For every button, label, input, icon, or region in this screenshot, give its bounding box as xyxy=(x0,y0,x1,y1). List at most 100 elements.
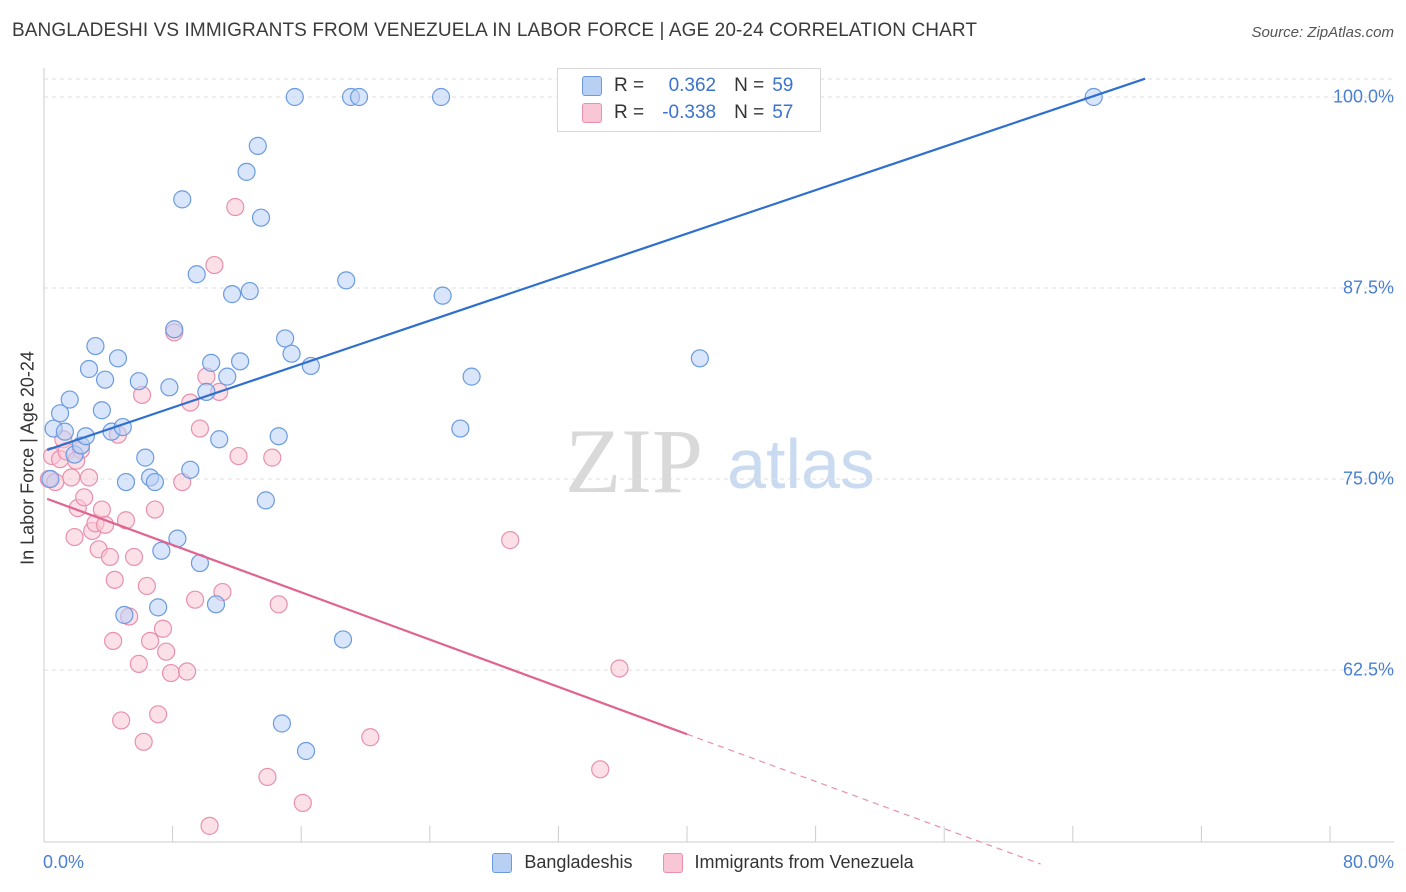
data-point xyxy=(237,162,256,181)
data-point xyxy=(95,370,115,389)
y-axis-label: In Labor Force | Age 20-24 xyxy=(17,351,38,565)
data-point xyxy=(433,286,452,305)
data-point xyxy=(104,631,123,651)
y-tick-label: 87.5% xyxy=(1342,277,1394,298)
data-point xyxy=(149,705,168,724)
data-point xyxy=(263,448,282,467)
data-point xyxy=(231,352,250,371)
data-point xyxy=(86,336,105,356)
data-point xyxy=(197,382,216,402)
x-tick-label: 0.0% xyxy=(43,852,85,872)
data-point xyxy=(100,547,120,567)
data-point xyxy=(153,619,173,638)
data-point xyxy=(451,419,470,438)
data-point xyxy=(60,390,79,409)
y-tick-label: 62.5% xyxy=(1342,659,1394,680)
data-point xyxy=(229,446,248,466)
data-point xyxy=(296,741,316,761)
legend-label: Bangladeshis xyxy=(524,852,633,872)
n-value: 59 xyxy=(772,75,794,96)
data-point xyxy=(248,136,267,155)
series-bangladeshis xyxy=(41,87,1103,761)
data-point xyxy=(165,320,184,339)
data-point xyxy=(205,255,224,275)
data-point xyxy=(92,500,111,519)
data-point xyxy=(272,714,292,733)
y-tick-label: 75.0% xyxy=(1342,468,1394,489)
data-point xyxy=(349,87,369,107)
data-point xyxy=(177,662,197,681)
series-legend: Bangladeshis Immigrants from Venezuela xyxy=(0,852,1406,873)
legend-swatch xyxy=(662,852,683,873)
data-point xyxy=(293,793,312,813)
watermark: ZIP atlas xyxy=(565,410,875,512)
data-point xyxy=(145,472,165,492)
data-point xyxy=(105,570,124,589)
data-point xyxy=(210,430,229,449)
r-label: R = xyxy=(614,102,645,123)
data-point xyxy=(160,378,179,397)
data-point xyxy=(129,372,148,391)
data-point xyxy=(187,265,206,284)
data-point xyxy=(251,208,271,227)
data-point xyxy=(202,353,221,372)
data-point xyxy=(181,460,200,479)
data-point xyxy=(206,595,226,614)
legend-swatch xyxy=(582,103,602,123)
data-point xyxy=(282,344,301,363)
data-point xyxy=(65,527,84,547)
data-point xyxy=(136,448,155,467)
data-point xyxy=(240,281,259,301)
data-point xyxy=(124,547,144,567)
stats-legend: R = 0.362 N = 59 R = -0.338 N = 57 xyxy=(557,68,821,132)
trend-lines xyxy=(46,77,1146,865)
n-label: N = xyxy=(734,102,765,123)
data-point xyxy=(173,190,192,209)
data-point xyxy=(269,427,288,446)
chart-title: BANGLADESHI VS IMMIGRANTS FROM VENEZUELA… xyxy=(12,20,978,41)
data-point xyxy=(361,728,380,747)
data-point xyxy=(610,659,629,678)
data-point xyxy=(190,419,210,438)
data-point xyxy=(145,500,165,519)
data-point xyxy=(269,595,288,614)
trend-line-venezuela-extension xyxy=(686,733,1041,865)
trend-line-bangladeshis xyxy=(46,77,1146,452)
data-point xyxy=(333,630,353,649)
data-point xyxy=(62,468,81,487)
data-point xyxy=(157,642,176,661)
legend-item-bangladeshis[interactable]: Bangladeshis xyxy=(492,852,633,873)
y-tick-label: 100.0% xyxy=(1332,86,1394,107)
data-point xyxy=(134,732,153,751)
data-point xyxy=(75,488,94,507)
data-point xyxy=(149,598,168,617)
data-point xyxy=(222,285,242,304)
data-point xyxy=(79,468,99,487)
data-point xyxy=(431,87,451,107)
data-point xyxy=(41,469,60,489)
n-value: 57 xyxy=(772,102,794,123)
watermark-zip: ZIP xyxy=(565,410,703,512)
data-point xyxy=(79,359,99,379)
data-point xyxy=(501,531,520,550)
data-point xyxy=(152,541,171,560)
data-point xyxy=(55,422,74,441)
source-label: Source: ZipAtlas.com xyxy=(1251,24,1394,41)
x-tick-label: 80.0% xyxy=(1342,852,1394,872)
n-label: N = xyxy=(734,75,765,96)
trend-line-venezuela xyxy=(46,497,688,736)
data-point xyxy=(186,590,205,609)
legend-item-venezuela[interactable]: Immigrants from Venezuela xyxy=(662,852,914,873)
r-value: -0.338 xyxy=(662,102,717,123)
data-point xyxy=(50,404,70,423)
data-point xyxy=(140,631,160,651)
watermark-atlas: atlas xyxy=(727,425,875,503)
data-point xyxy=(337,271,356,290)
data-point xyxy=(256,491,275,510)
data-point xyxy=(112,711,131,730)
data-point xyxy=(115,605,134,625)
data-point xyxy=(591,760,610,779)
stats-row-bangladeshis: R = 0.362 N = 59 xyxy=(582,73,793,99)
data-point xyxy=(129,654,148,673)
